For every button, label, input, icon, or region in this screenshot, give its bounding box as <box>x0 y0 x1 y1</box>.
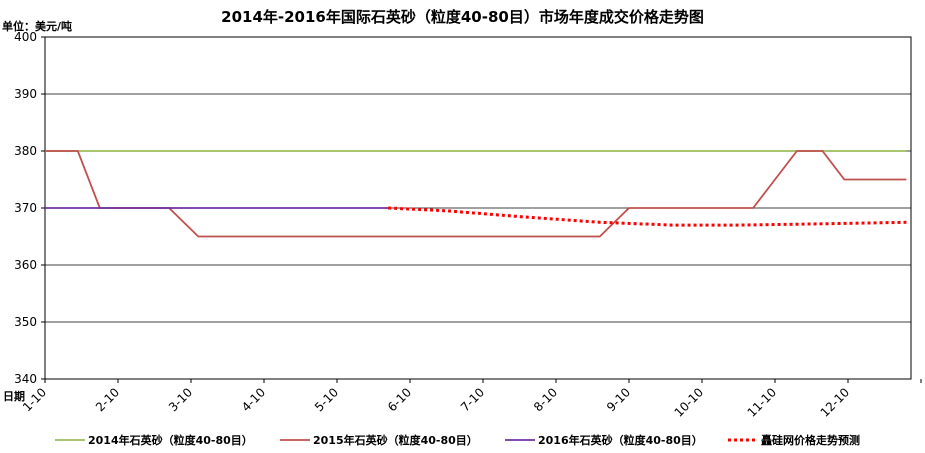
x-tick-label: 7-10 <box>458 385 487 414</box>
x-tick-label: 1-10 <box>20 385 49 414</box>
x-tick-label: 4-10 <box>239 385 268 414</box>
x-tick-label: 10-10 <box>672 385 707 420</box>
y-tick-label: 390 <box>14 87 37 101</box>
x-tick-label: 2-10 <box>93 385 122 414</box>
x-tick-label: 5-10 <box>312 385 341 414</box>
legend-label-3: 2016年石英砂（粒度40-80目） <box>538 433 703 447</box>
y-axis-unit-label: 单位：美元/吨 <box>2 20 73 33</box>
legend-label-2: 2015年石英砂（粒度40-80目） <box>313 433 478 447</box>
x-tick-label: 12-10 <box>818 385 853 420</box>
y-tick-label: 370 <box>14 201 37 215</box>
legend-label-4: 矗硅网价格走势预测 <box>761 433 860 447</box>
x-tick-label: 11-10 <box>745 385 780 420</box>
y-tick-label: 360 <box>14 258 37 272</box>
x-tick-label: 8-10 <box>531 385 560 414</box>
legend-label-1: 2014年石英砂（粒度40-80目） <box>88 433 253 447</box>
legend: 2014年石英砂（粒度40-80目） 2015年石英砂（粒度40-80目） 2016… <box>55 433 860 447</box>
x-axis-label: 日期 <box>3 390 25 403</box>
y-tick-label: 400 <box>14 30 37 44</box>
y-tick-label: 350 <box>14 315 37 329</box>
series-lines <box>45 150 907 238</box>
y-tick-label: 380 <box>14 144 37 158</box>
x-tick-label: 6-10 <box>385 385 414 414</box>
y-axis: 340 350 360 370 380 390 400 <box>14 30 45 386</box>
x-tick-label: 9-10 <box>604 385 633 414</box>
series-line-2 <box>45 150 907 238</box>
series-line-4 <box>388 206 907 227</box>
x-tick-label: 3-10 <box>166 385 195 414</box>
y-tick-label: 340 <box>14 372 37 386</box>
chart-title: 2014年-2016年国际石英砂（粒度40-80目）市场年度成交价格走势图 <box>221 8 704 26</box>
x-axis: 1-10 2-10 3-10 4-10 5-10 6-10 7-10 8-10 9-10 10-1… <box>20 379 922 420</box>
